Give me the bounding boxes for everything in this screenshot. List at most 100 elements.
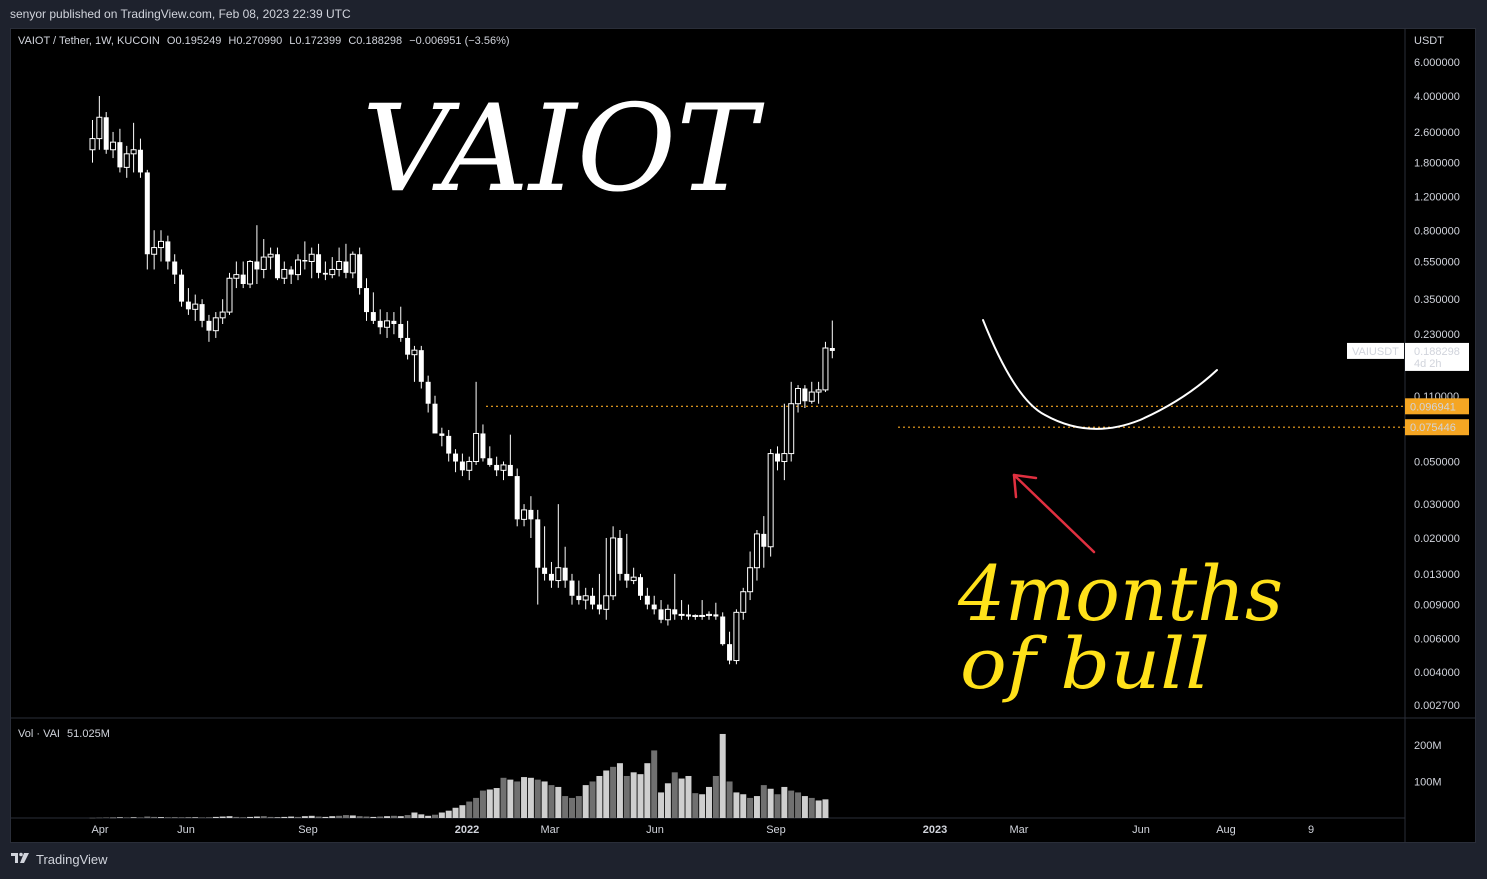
volume-bar	[151, 816, 158, 818]
arrow-icon-shaft	[1012, 473, 1096, 554]
candle-body-up	[767, 453, 774, 548]
volume-bar	[164, 817, 171, 818]
low-value: L0.172399	[289, 35, 342, 47]
candle-body-up	[473, 432, 480, 463]
candle-body-up	[281, 268, 288, 279]
candle-body-down	[165, 241, 171, 262]
candle-body-up	[308, 253, 315, 263]
volume-bar	[685, 775, 692, 818]
volume-bar	[623, 775, 630, 818]
candle-body-down	[569, 580, 575, 596]
candle-body-down	[644, 595, 650, 605]
volume-bar	[706, 786, 712, 818]
candle-body-down	[179, 274, 185, 302]
time-tick-label: 2022	[455, 824, 479, 836]
price-tick-label: 6.000000	[1414, 57, 1460, 69]
volume-legend: Vol · VAI 51.025M	[18, 728, 110, 740]
candle-body-down	[418, 350, 424, 382]
volume-bar	[582, 785, 589, 818]
candle-body-down	[144, 172, 150, 255]
volume-bar	[616, 763, 623, 818]
candle-body-up	[349, 253, 356, 274]
volume-bar	[479, 790, 486, 818]
volume-bar	[801, 796, 808, 818]
volume-bar	[822, 799, 829, 818]
candle-body-up	[610, 537, 617, 597]
candle-body-up	[158, 240, 164, 249]
candle-body-up	[267, 253, 274, 258]
candle-body-down	[288, 269, 294, 275]
volume-bar	[363, 816, 370, 818]
candle-body-down	[117, 142, 123, 168]
volume-bar	[740, 794, 747, 818]
projection-curve	[982, 319, 1218, 430]
candle-body-down	[535, 519, 541, 568]
high-value: H0.270990	[228, 35, 283, 47]
volume-bar	[664, 783, 671, 818]
volume-bar	[767, 788, 774, 818]
chart-pane[interactable]	[10, 28, 1476, 843]
volume-bar	[493, 788, 500, 818]
candle-body-down	[137, 149, 143, 173]
volume-bar	[781, 786, 788, 818]
candle-body-down	[302, 260, 308, 262]
candle-body-down	[624, 573, 630, 581]
price-tick-label: 0.004000	[1414, 667, 1460, 679]
tradingview-brand[interactable]: TradingView	[36, 852, 108, 867]
tradingview-logo-icon[interactable]	[10, 852, 30, 867]
price-tick-label: 0.050000	[1414, 457, 1460, 469]
candle-body-down	[507, 464, 513, 477]
price-tick-label: 0.013000	[1414, 569, 1460, 581]
candle-body-down	[562, 567, 568, 581]
candle-body-up	[664, 608, 671, 621]
volume-bar	[452, 807, 459, 818]
close-value: C0.188298	[348, 35, 403, 47]
time-tick-label: Apr	[91, 824, 108, 836]
volume-bar	[342, 815, 349, 818]
volume-bar	[438, 812, 445, 818]
candle-body-down	[103, 117, 109, 150]
volume-bar	[329, 816, 336, 818]
volume-bar	[89, 817, 96, 819]
volume-bar	[212, 816, 219, 818]
symbol-name[interactable]: VAIOT / Tether, 1W, KUCOIN	[18, 35, 160, 47]
candle-body-up	[706, 613, 712, 616]
volume-bar	[548, 785, 555, 818]
price-tick-label: 0.350000	[1414, 294, 1460, 306]
open-value: O0.195249	[166, 35, 222, 47]
price-tick-label: 0.009000	[1414, 600, 1460, 612]
candle-body-down	[651, 604, 657, 610]
price-tick-label: 0.002700	[1414, 700, 1460, 712]
candle-body-down	[364, 288, 369, 313]
candle-body-down	[199, 304, 205, 321]
volume-tick-label: 100M	[1414, 776, 1442, 788]
candle-body-up	[226, 277, 233, 313]
candle-body-up	[219, 311, 226, 319]
candle-body-down	[590, 595, 596, 605]
candle-body-down	[542, 567, 548, 574]
price-tick-label: 4.000000	[1414, 91, 1460, 103]
candle-body-down	[480, 433, 486, 459]
volume-bar	[712, 775, 719, 818]
candle-body-up	[699, 614, 706, 617]
volume-bar	[644, 763, 651, 818]
volume-bar	[404, 815, 411, 818]
volume-bar	[527, 777, 534, 818]
volume-bar	[815, 800, 822, 818]
candle-body-up	[329, 268, 336, 276]
volume-label[interactable]: Vol · VAI	[18, 728, 60, 740]
candle-body-down	[453, 453, 459, 462]
time-tick-label: Jun	[646, 824, 664, 836]
volume-bar	[295, 816, 301, 818]
volume-bar	[562, 796, 569, 818]
volume-bar	[192, 817, 199, 818]
volume-bar	[178, 817, 185, 818]
candle-body-up	[795, 388, 802, 405]
volume-bar	[411, 812, 418, 818]
time-tick-label: Sep	[766, 824, 786, 836]
candle-body-down	[391, 320, 397, 325]
volume-bar	[719, 733, 726, 818]
candle-body-up	[582, 595, 589, 601]
time-tick-label: Aug	[1216, 824, 1236, 836]
